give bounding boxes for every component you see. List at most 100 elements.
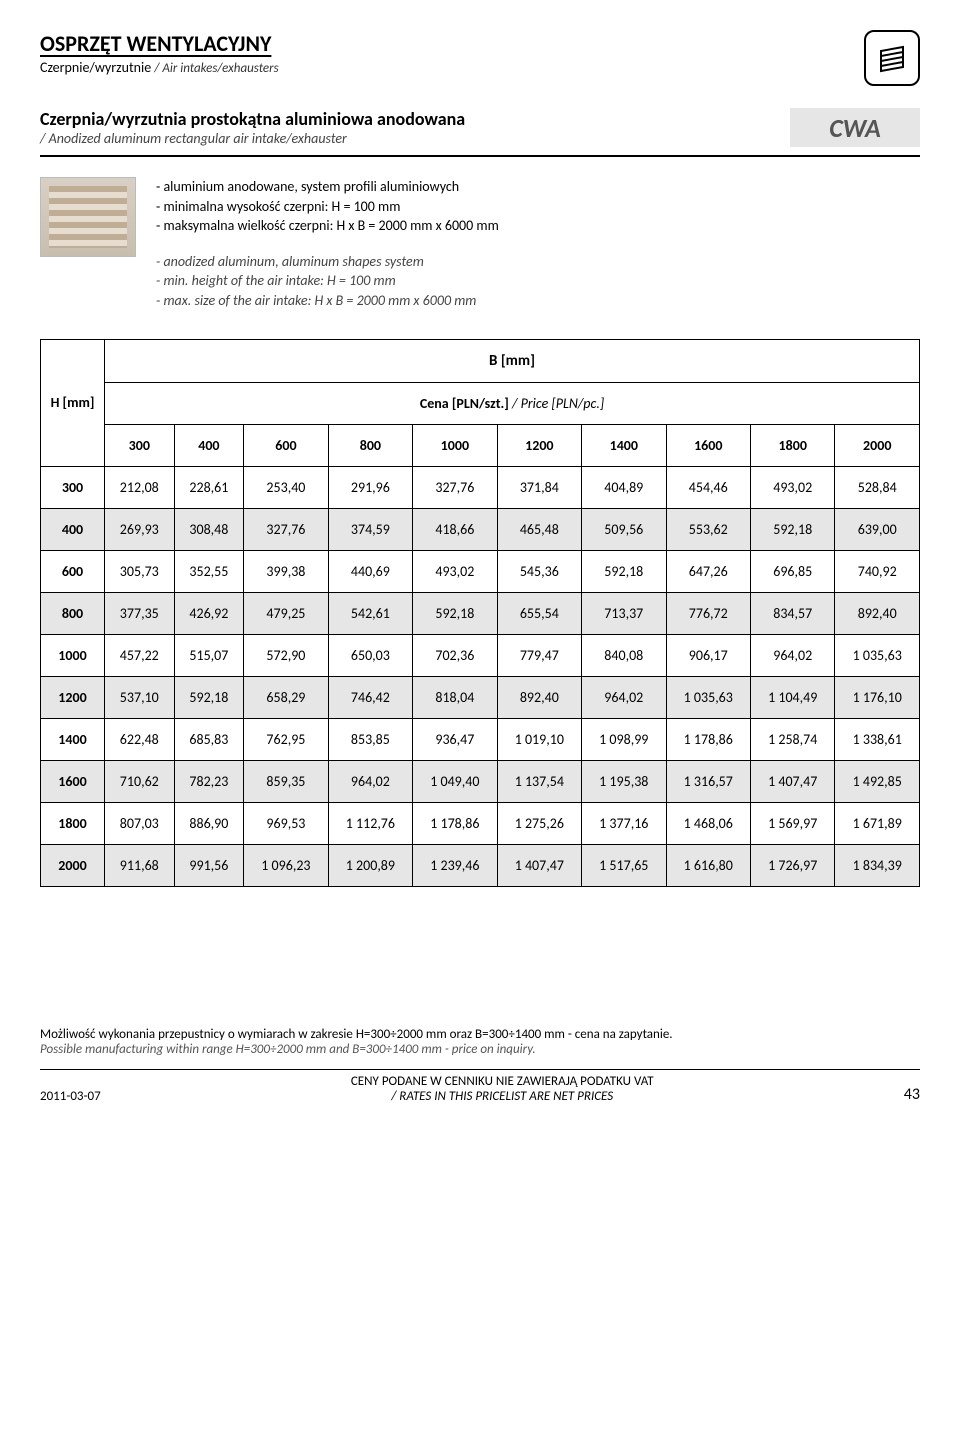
price-cell: 1 407,47 (751, 760, 835, 802)
price-cell: 906,17 (666, 634, 750, 676)
row-header: 600 (41, 550, 105, 592)
price-cell: 1 195,38 (582, 760, 666, 802)
col-header: 1200 (497, 424, 581, 466)
price-cell: 542,61 (328, 592, 412, 634)
table-row: 800377,35426,92479,25542,61592,18655,547… (41, 592, 920, 634)
price-cell: 892,40 (497, 676, 581, 718)
price-cell: 639,00 (835, 508, 920, 550)
price-cell: 1 019,10 (497, 718, 581, 760)
price-cell: 1 098,99 (582, 718, 666, 760)
price-cell: 762,95 (244, 718, 328, 760)
table-row: 1000457,22515,07572,90650,03702,36779,47… (41, 634, 920, 676)
col-header: 400 (174, 424, 244, 466)
price-cell: 537,10 (105, 676, 175, 718)
row-header: 800 (41, 592, 105, 634)
price-cell: 553,62 (666, 508, 750, 550)
price-cell: 1 569,97 (751, 802, 835, 844)
row-header: 1800 (41, 802, 105, 844)
desc-en-0: - anodized aluminum, aluminum shapes sys… (156, 252, 499, 272)
price-cell: 457,22 (105, 634, 175, 676)
col-header: 1600 (666, 424, 750, 466)
price-cell: 1 834,39 (835, 844, 920, 886)
price-cell: 1 178,86 (666, 718, 750, 760)
category-subtitle: Czerpnie/wyrzutnie / Air intakes/exhaust… (40, 59, 864, 76)
price-cell: 291,96 (328, 466, 412, 508)
category-icon (864, 30, 920, 86)
price-cell: 713,37 (582, 592, 666, 634)
price-cell: 710,62 (105, 760, 175, 802)
table-row: 1600710,62782,23859,35964,021 049,401 13… (41, 760, 920, 802)
col-header: 300 (105, 424, 175, 466)
price-cell: 572,90 (244, 634, 328, 676)
table-row: 600305,73352,55399,38440,69493,02545,365… (41, 550, 920, 592)
row-header: 400 (41, 508, 105, 550)
price-cell: 515,07 (174, 634, 244, 676)
price-cell: 269,93 (105, 508, 175, 550)
price-cell: 327,76 (244, 508, 328, 550)
price-cell: 650,03 (328, 634, 412, 676)
price-cell: 1 616,80 (666, 844, 750, 886)
footer-note-pl: Możliwość wykonania przepustnicy o wymia… (40, 1027, 920, 1042)
price-cell: 655,54 (497, 592, 581, 634)
table-row: 1200537,10592,18658,29746,42818,04892,40… (41, 676, 920, 718)
table-row: 1400622,48685,83762,95853,85936,471 019,… (41, 718, 920, 760)
h-header: H [mm] (41, 339, 105, 466)
price-cell: 377,35 (105, 592, 175, 634)
footer-date: 2011-03-07 (40, 1089, 101, 1104)
category-sub-en: / Air intakes/exhausters (154, 61, 278, 76)
price-cell: 1 726,97 (751, 844, 835, 886)
price-cell: 308,48 (174, 508, 244, 550)
price-cell: 1 239,46 (413, 844, 497, 886)
price-cell: 1 035,63 (666, 676, 750, 718)
category-title: OSPRZĘT WENTYLACYJNY (40, 30, 864, 57)
row-header: 1200 (41, 676, 105, 718)
product-header: Czerpnia/wyrzutnia prostokątna aluminiow… (40, 108, 920, 157)
col-header: 1400 (582, 424, 666, 466)
price-label-en: / Price [PLN/pc.] (509, 395, 604, 412)
price-cell: 964,02 (328, 760, 412, 802)
footer-page: 43 (904, 1085, 920, 1104)
category-sub-pl: Czerpnie/wyrzutnie (40, 59, 151, 76)
price-cell: 1 258,74 (751, 718, 835, 760)
price-cell: 859,35 (244, 760, 328, 802)
price-cell: 1 176,10 (835, 676, 920, 718)
desc-pl-0: - aluminium anodowane, system profili al… (156, 177, 499, 197)
price-cell: 746,42 (328, 676, 412, 718)
price-cell: 1 468,06 (666, 802, 750, 844)
description-block: - aluminium anodowane, system profili al… (40, 177, 920, 311)
price-cell: 465,48 (497, 508, 581, 550)
price-cell: 702,36 (413, 634, 497, 676)
desc-pl-2: - maksymalna wielkość czerpni: H x B = 2… (156, 216, 499, 236)
price-cell: 493,02 (413, 550, 497, 592)
price-cell: 592,18 (413, 592, 497, 634)
price-cell: 509,56 (582, 508, 666, 550)
price-cell: 964,02 (751, 634, 835, 676)
price-cell: 327,76 (413, 466, 497, 508)
price-cell: 418,66 (413, 508, 497, 550)
row-header: 1600 (41, 760, 105, 802)
row-header: 1400 (41, 718, 105, 760)
price-cell: 374,59 (328, 508, 412, 550)
price-cell: 740,92 (835, 550, 920, 592)
footer-note: Możliwość wykonania przepustnicy o wymia… (40, 1027, 920, 1057)
row-header: 1000 (41, 634, 105, 676)
footer-note-en: Possible manufacturing within range H=30… (40, 1042, 920, 1057)
table-row: 300212,08228,61253,40291,96327,76371,844… (41, 466, 920, 508)
price-cell: 592,18 (582, 550, 666, 592)
header-row: OSPRZĘT WENTYLACYJNY Czerpnie/wyrzutnie … (40, 30, 920, 86)
price-cell: 404,89 (582, 466, 666, 508)
table-row: 2000911,68991,561 096,231 200,891 239,46… (41, 844, 920, 886)
row-header: 300 (41, 466, 105, 508)
col-header: 1800 (751, 424, 835, 466)
footer-vat-pl: CENY PODANE W CENNIKU NIE ZAWIERAJĄ PODA… (101, 1074, 904, 1089)
desc-en-1: - min. height of the air intake: H = 100… (156, 271, 499, 291)
row-header: 2000 (41, 844, 105, 886)
price-cell: 840,08 (582, 634, 666, 676)
price-cell: 1 178,86 (413, 802, 497, 844)
price-cell: 493,02 (751, 466, 835, 508)
price-cell: 1 035,63 (835, 634, 920, 676)
price-cell: 782,23 (174, 760, 244, 802)
price-cell: 991,56 (174, 844, 244, 886)
price-cell: 1 316,57 (666, 760, 750, 802)
footer-vat-en: / RATES IN THIS PRICELIST ARE NET PRICES (101, 1089, 904, 1104)
